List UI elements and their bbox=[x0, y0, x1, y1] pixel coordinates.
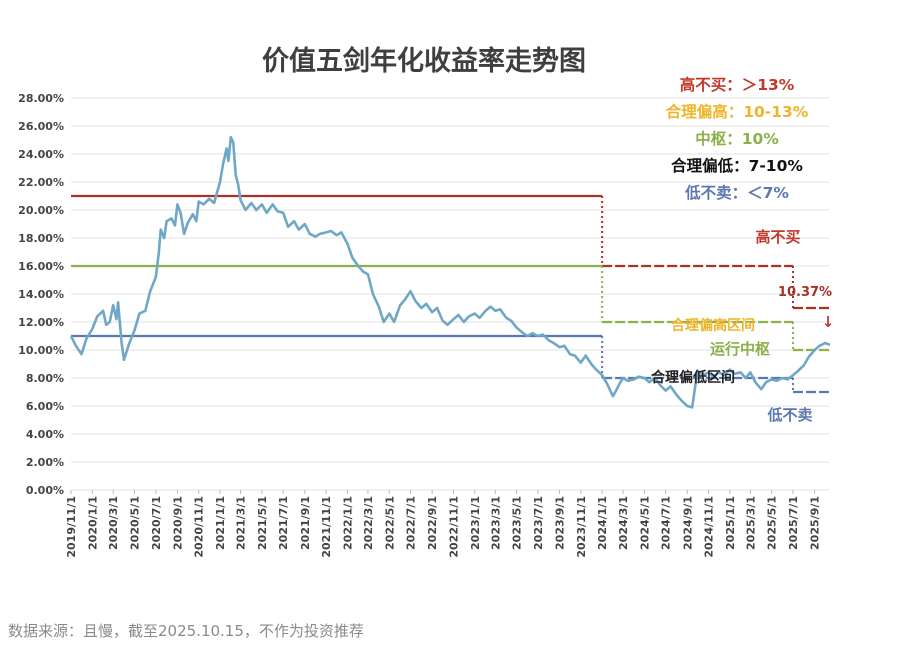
y-tick-label: 2.00% bbox=[26, 456, 64, 469]
y-tick-label: 8.00% bbox=[26, 372, 64, 385]
annotation-label: 高不买 bbox=[755, 228, 800, 246]
x-tick-label: 2023/5/1 bbox=[511, 496, 524, 550]
y-tick-label: 14.00% bbox=[18, 288, 64, 301]
legend-item: 高不买：＞13% bbox=[680, 75, 795, 94]
y-tick-label: 10.00% bbox=[18, 344, 64, 357]
x-tick-label: 2025/1/1 bbox=[724, 496, 737, 550]
x-axis: 2019/11/1 2020/1/1 2020/3/1 2020/5/1 2020/7/… bbox=[65, 490, 822, 558]
x-tick-label: 2024/1/1 bbox=[596, 496, 609, 550]
x-tick-label: 2024/5/1 bbox=[638, 496, 651, 550]
x-tick-label: 2022/1/1 bbox=[341, 496, 354, 550]
y-axis: 28.00% 26.00% 24.00% 22.00% 20.00% 18.00% 16.0… bbox=[18, 92, 64, 497]
x-tick-label: 2021/5/1 bbox=[256, 496, 269, 550]
x-tick-label: 2019/11/1 bbox=[65, 496, 78, 558]
y-tick-label: 4.00% bbox=[26, 428, 64, 441]
x-tick-label: 2022/11/1 bbox=[447, 496, 460, 558]
legend: 高不买：＞13% 合理偏高：10-13% 中枢：10% 合理偏低：7-10% 低不卖：＜… bbox=[666, 75, 809, 202]
y-tick-label: 16.00% bbox=[18, 260, 64, 273]
y-tick-label: 12.00% bbox=[18, 316, 64, 329]
grid bbox=[71, 97, 830, 491]
y-tick-label: 6.00% bbox=[26, 400, 64, 413]
x-tick-label: 2020/7/1 bbox=[150, 496, 163, 550]
x-tick-label: 2020/3/1 bbox=[107, 496, 120, 550]
x-tick-label: 2025/3/1 bbox=[744, 496, 757, 550]
annotation-label: 合理偏高区间 bbox=[671, 317, 755, 334]
x-tick-label: 2022/7/1 bbox=[405, 496, 418, 550]
x-tick-label: 2022/5/1 bbox=[383, 496, 396, 550]
annotation-label: 低不卖 bbox=[766, 406, 812, 424]
x-tick-label: 2025/7/1 bbox=[787, 496, 800, 550]
y-tick-label: 20.00% bbox=[18, 204, 64, 217]
legend-item: 中枢：10% bbox=[695, 129, 779, 148]
x-tick-label: 2025/9/1 bbox=[809, 496, 822, 550]
x-tick-label: 2023/9/1 bbox=[554, 496, 567, 550]
x-tick-label: 2024/3/1 bbox=[617, 496, 630, 550]
source-note: 数据来源：且慢，截至2025.10.15，不作为投资推荐 bbox=[8, 622, 364, 640]
x-tick-label: 2020/11/1 bbox=[193, 496, 206, 558]
x-tick-label: 2024/9/1 bbox=[681, 496, 694, 550]
x-tick-label: 2023/7/1 bbox=[532, 496, 545, 550]
series-layer bbox=[69, 135, 831, 409]
x-tick-label: 2023/1/1 bbox=[469, 496, 482, 550]
x-tick-label: 2023/11/1 bbox=[575, 496, 588, 558]
x-tick-label: 2021/3/1 bbox=[235, 496, 248, 550]
y-tick-label: 22.00% bbox=[18, 176, 64, 189]
x-tick-label: 2021/1/1 bbox=[214, 496, 227, 550]
x-tick-label: 2022/9/1 bbox=[426, 496, 439, 550]
y-tick-label: 18.00% bbox=[18, 232, 64, 245]
y-tick-label: 0.00% bbox=[26, 484, 64, 497]
annotation-label: 合理偏低区间 bbox=[651, 369, 735, 386]
x-tick-label: 2020/5/1 bbox=[129, 496, 142, 550]
x-tick-label: 2022/3/1 bbox=[362, 496, 375, 550]
legend-item: 低不卖：＜7% bbox=[684, 183, 789, 202]
series-line bbox=[69, 135, 831, 409]
x-tick-label: 2021/9/1 bbox=[299, 496, 312, 550]
annotation-label: 运行中枢 bbox=[710, 340, 770, 358]
y-tick-label: 28.00% bbox=[18, 92, 64, 105]
x-tick-label: 2024/11/1 bbox=[703, 496, 716, 558]
annotation-label: ↓ bbox=[822, 313, 835, 331]
x-tick-label: 2021/7/1 bbox=[277, 496, 290, 550]
chart-title: 价值五剑年化收益率走势图 bbox=[262, 45, 586, 77]
y-tick-label: 24.00% bbox=[18, 148, 64, 161]
x-tick-label: 2023/3/1 bbox=[489, 496, 502, 550]
x-tick-label: 2020/9/1 bbox=[171, 496, 184, 550]
x-tick-label: 2020/1/1 bbox=[86, 496, 99, 550]
legend-item: 合理偏高：10-13% bbox=[666, 102, 809, 121]
legend-item: 合理偏低：7-10% bbox=[671, 156, 803, 175]
x-tick-label: 2024/7/1 bbox=[660, 496, 673, 550]
annotation-label: 10.37% bbox=[778, 285, 832, 300]
x-tick-label: 2025/5/1 bbox=[766, 496, 779, 550]
x-tick-label: 2021/11/1 bbox=[320, 496, 333, 558]
y-tick-label: 26.00% bbox=[18, 120, 64, 133]
